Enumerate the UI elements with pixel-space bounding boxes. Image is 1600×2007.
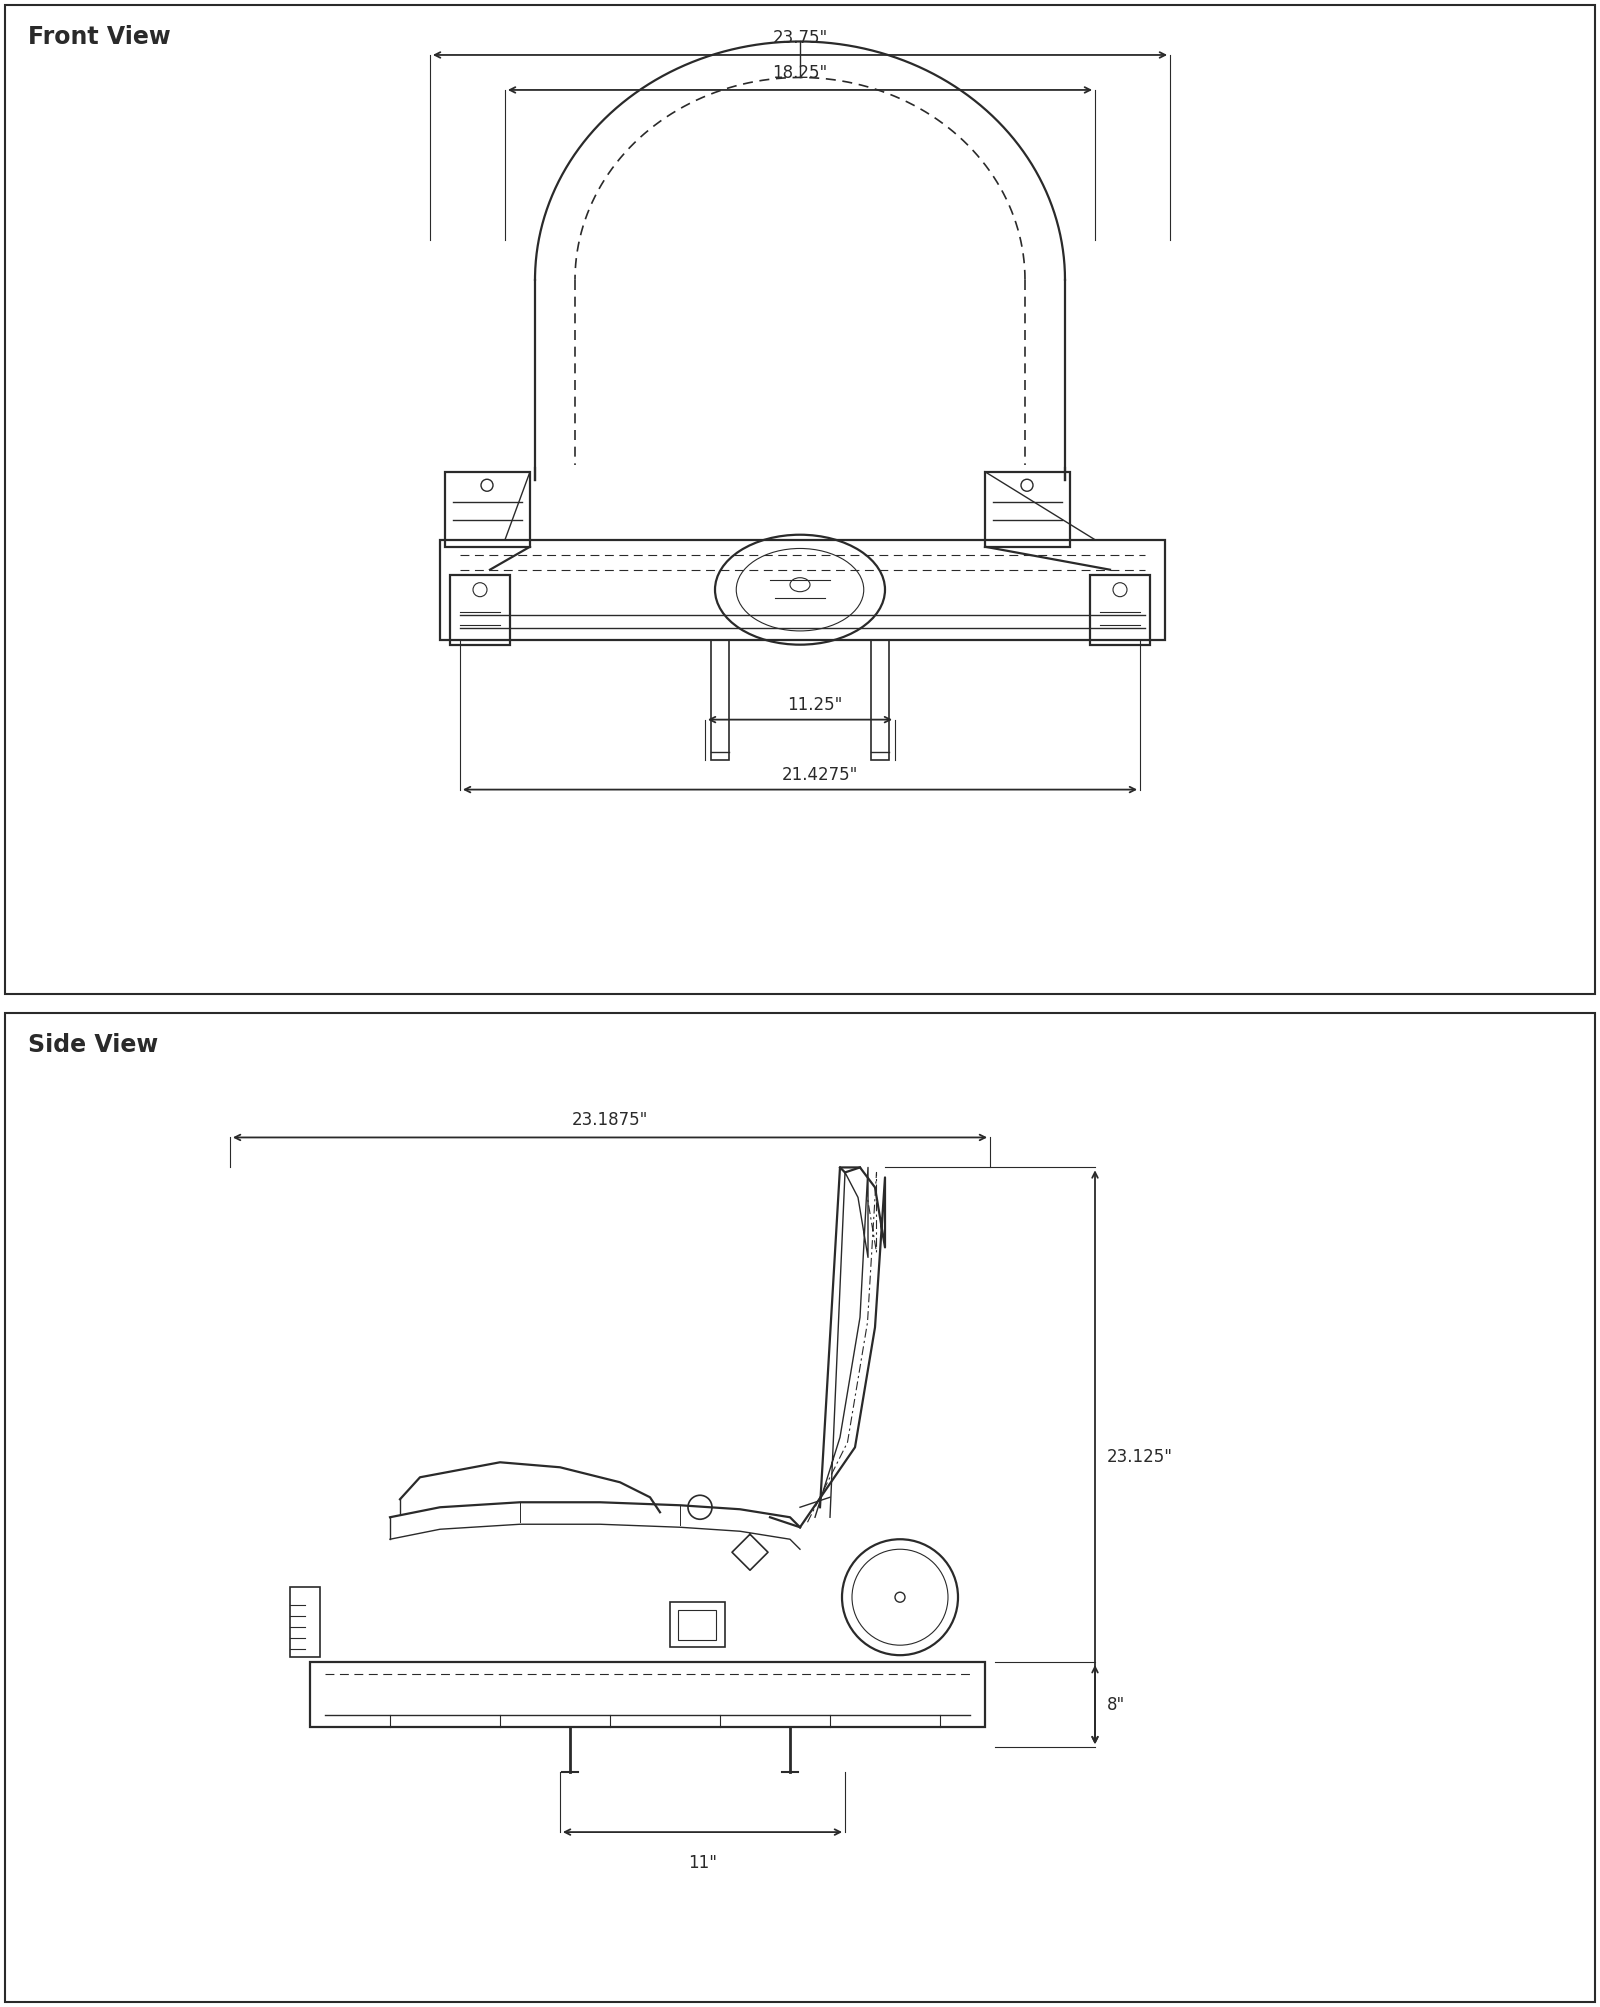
Text: 23.125": 23.125" (1107, 1449, 1173, 1467)
Text: 11": 11" (688, 1854, 717, 1873)
Bar (678, 1610, 717, 1640)
Bar (445, 472, 530, 546)
Bar (310, 1662, 986, 1728)
Text: 18.25": 18.25" (773, 64, 827, 82)
Text: Side View: Side View (29, 1032, 158, 1056)
Bar (870, 640, 890, 759)
Text: Front View: Front View (29, 24, 171, 48)
Bar (290, 1588, 320, 1658)
Bar (986, 472, 1070, 546)
Bar (710, 640, 730, 759)
Text: 23.75": 23.75" (773, 28, 827, 46)
Text: 21.4275": 21.4275" (782, 765, 858, 783)
Bar (670, 1602, 725, 1648)
Bar (440, 540, 1165, 640)
Text: 23.1875": 23.1875" (571, 1112, 648, 1130)
Text: 11.25": 11.25" (787, 696, 843, 714)
Bar (450, 574, 510, 644)
Bar (1090, 574, 1150, 644)
Text: 8": 8" (1107, 1696, 1125, 1714)
